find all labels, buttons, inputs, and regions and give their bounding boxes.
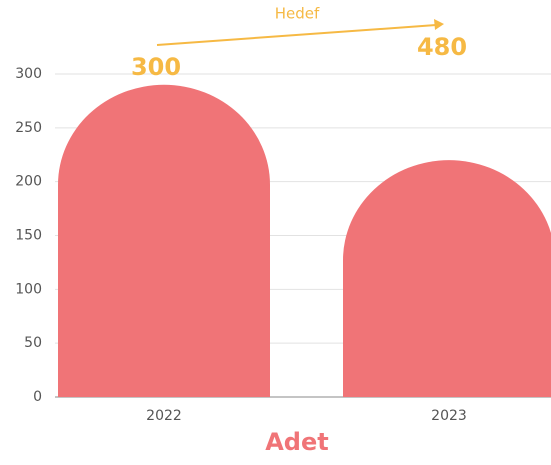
y-tick-label: 100 <box>15 281 42 297</box>
bar <box>58 84 270 397</box>
x-tick-label: 2023 <box>431 408 467 424</box>
target-arrow-head <box>434 19 444 30</box>
target-label: Hedef <box>275 5 320 23</box>
y-tick-label: 250 <box>15 120 42 136</box>
x-axis-title: Adet <box>265 428 329 456</box>
y-tick-label: 150 <box>15 228 42 244</box>
target-end: 480 <box>417 33 467 61</box>
y-tick-label: 0 <box>33 389 42 405</box>
bar <box>343 160 551 397</box>
y-tick-label: 300 <box>15 66 42 82</box>
x-tick-label: 2022 <box>146 408 182 424</box>
y-tick-label: 200 <box>15 174 42 190</box>
target-start: 300 <box>131 53 181 81</box>
y-tick-label: 50 <box>24 335 42 351</box>
target-arrow <box>156 24 437 46</box>
